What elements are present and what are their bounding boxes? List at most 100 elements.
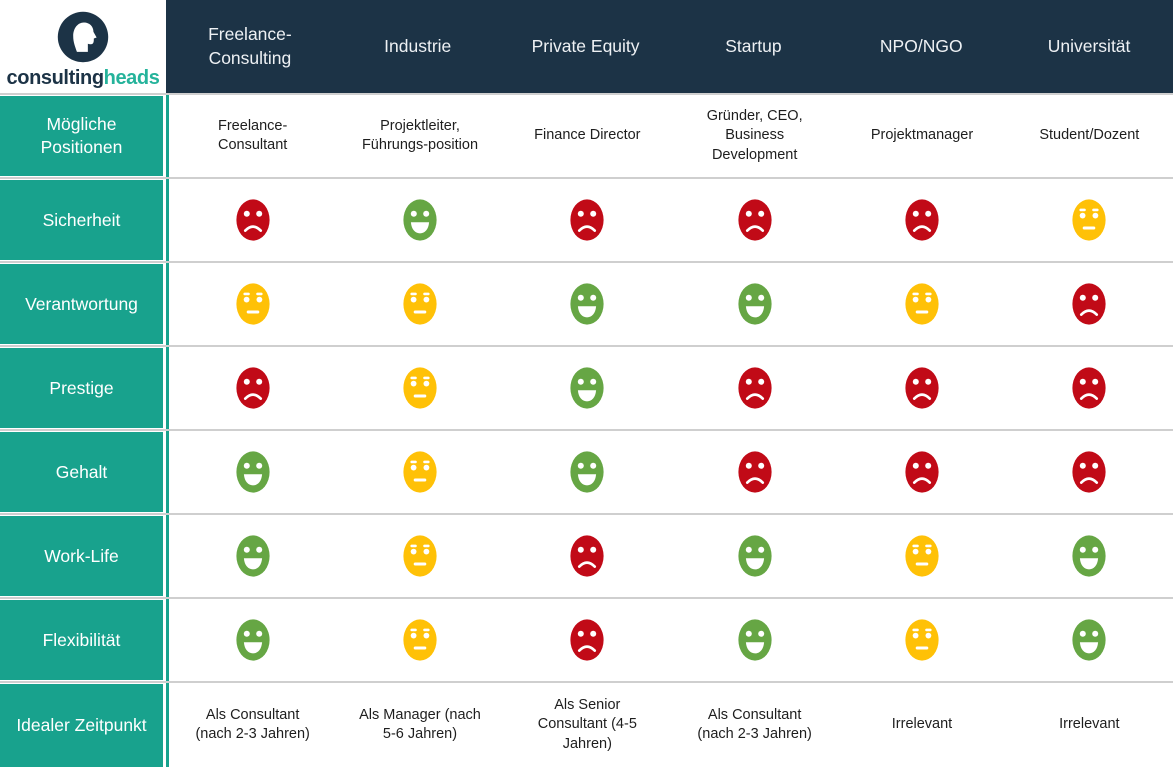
row-cells: Freelance-Consultant Projektleiter, Führu… — [166, 95, 1173, 177]
cell-text: Freelance-Consultant — [218, 117, 288, 153]
row-label-text: Verantwortung — [25, 293, 138, 314]
brand-logo: consultingheads — [0, 0, 166, 93]
rating-cell — [1006, 347, 1173, 429]
table-row: Gehalt — [0, 431, 1173, 515]
cell-text: Irrelevant — [1059, 716, 1120, 733]
row-cells — [166, 263, 1173, 345]
row-label-text: Gehalt — [55, 461, 108, 482]
rating-cell — [838, 179, 1005, 261]
cell-text: Als Consultant (nach 2-3 Jahren) — [697, 706, 812, 742]
rating-cell — [504, 515, 671, 597]
wordmark-primary: consulting — [6, 67, 105, 89]
row-cells — [166, 179, 1173, 261]
happy-face-icon — [738, 619, 772, 661]
row-label: Work-Life — [0, 516, 163, 596]
happy-face-icon — [570, 283, 604, 325]
rating-cell — [838, 347, 1005, 429]
rating-cell — [1006, 431, 1173, 513]
neutral-face-icon — [236, 283, 270, 325]
sad-face-icon — [905, 451, 939, 493]
happy-face-icon — [403, 199, 437, 241]
cell-text: Irrelevant — [891, 716, 953, 733]
rating-cell — [838, 431, 1005, 513]
happy-face-icon — [236, 451, 270, 493]
cell-text: Gründer, CEO, Business Development — [706, 108, 803, 163]
row-cells — [166, 431, 1173, 513]
rating-cell — [169, 347, 336, 429]
rating-cell — [336, 431, 503, 513]
happy-face-icon — [570, 451, 604, 493]
neutral-face-icon — [403, 535, 437, 577]
cell-text: Als Consultant (nach 2-3 Jahren) — [195, 706, 310, 742]
row-label: Sicherheit — [0, 180, 163, 260]
table-header: consultingheads Freelance-Consulting Indu… — [0, 0, 1173, 95]
text-cell: Finance Director — [504, 95, 671, 177]
column-header-label: Freelance-Consulting — [208, 23, 292, 68]
column-header: Private Equity — [501, 0, 670, 93]
sad-face-icon — [738, 367, 772, 409]
table-row: Mögliche Positionen Freelance-Consultant P… — [0, 95, 1173, 179]
column-header: Industrie — [333, 0, 502, 93]
row-label: Flexibilität — [0, 600, 163, 680]
happy-face-icon — [738, 283, 772, 325]
happy-face-icon — [1072, 535, 1106, 577]
row-cells — [166, 515, 1173, 597]
sad-face-icon — [738, 451, 772, 493]
sad-face-icon — [570, 619, 604, 661]
rating-cell — [336, 263, 503, 345]
rating-cell — [336, 599, 503, 681]
row-label-text: Sicherheit — [42, 209, 121, 230]
row-label: Gehalt — [0, 432, 163, 512]
table-row: Prestige — [0, 347, 1173, 431]
neutral-face-icon — [403, 619, 437, 661]
happy-face-icon — [1072, 619, 1106, 661]
row-cells: Als Consultant (nach 2-3 Jahren) Als Mana… — [166, 683, 1173, 767]
neutral-face-icon — [905, 619, 939, 661]
head-silhouette-icon — [57, 11, 109, 63]
rating-cell — [504, 179, 671, 261]
table-row: Verantwortung — [0, 263, 1173, 347]
sad-face-icon — [570, 199, 604, 241]
text-cell: Gründer, CEO, Business Development — [671, 95, 838, 177]
cell-text: Projektleiter, Führungs-position — [361, 117, 479, 153]
rating-cell — [1006, 599, 1173, 681]
row-cells — [166, 599, 1173, 681]
rating-cell — [169, 263, 336, 345]
rating-cell — [838, 515, 1005, 597]
column-header: Freelance-Consulting — [166, 0, 334, 93]
neutral-face-icon — [905, 535, 939, 577]
row-label: Idealer Zeitpunkt — [0, 684, 163, 767]
table-row: Sicherheit — [0, 179, 1173, 263]
text-cell: Projektmanager — [838, 95, 1005, 177]
column-header-label: Industrie — [384, 35, 452, 56]
text-cell: Freelance-Consultant — [169, 95, 336, 177]
text-cell: Als Consultant (nach 2-3 Jahren) — [169, 683, 336, 767]
sad-face-icon — [738, 199, 772, 241]
row-label: Mögliche Positionen — [0, 96, 163, 176]
column-header: Startup — [669, 0, 838, 93]
column-header-label: NPO/NGO — [879, 35, 963, 56]
column-header-label: Universität — [1047, 35, 1131, 56]
row-label-text: Idealer Zeitpunkt — [16, 715, 147, 736]
rating-cell — [671, 599, 838, 681]
sad-face-icon — [1072, 367, 1106, 409]
rating-cell — [838, 263, 1005, 345]
column-header-label: Startup — [725, 35, 782, 56]
table-row: Idealer Zeitpunkt Als Consultant (nach 2-… — [0, 683, 1173, 767]
neutral-face-icon — [403, 451, 437, 493]
rating-cell — [504, 431, 671, 513]
rating-cell — [504, 263, 671, 345]
text-cell: Student/Dozent — [1006, 95, 1173, 177]
sad-face-icon — [905, 199, 939, 241]
rating-cell — [169, 431, 336, 513]
row-label: Verantwortung — [0, 264, 163, 344]
rating-cell — [336, 179, 503, 261]
sad-face-icon — [236, 367, 270, 409]
sad-face-icon — [570, 535, 604, 577]
neutral-face-icon — [403, 367, 437, 409]
rating-cell — [336, 515, 503, 597]
text-cell: Irrelevant — [1006, 683, 1173, 767]
cell-text: Projektmanager — [870, 127, 974, 144]
rating-cell — [671, 179, 838, 261]
